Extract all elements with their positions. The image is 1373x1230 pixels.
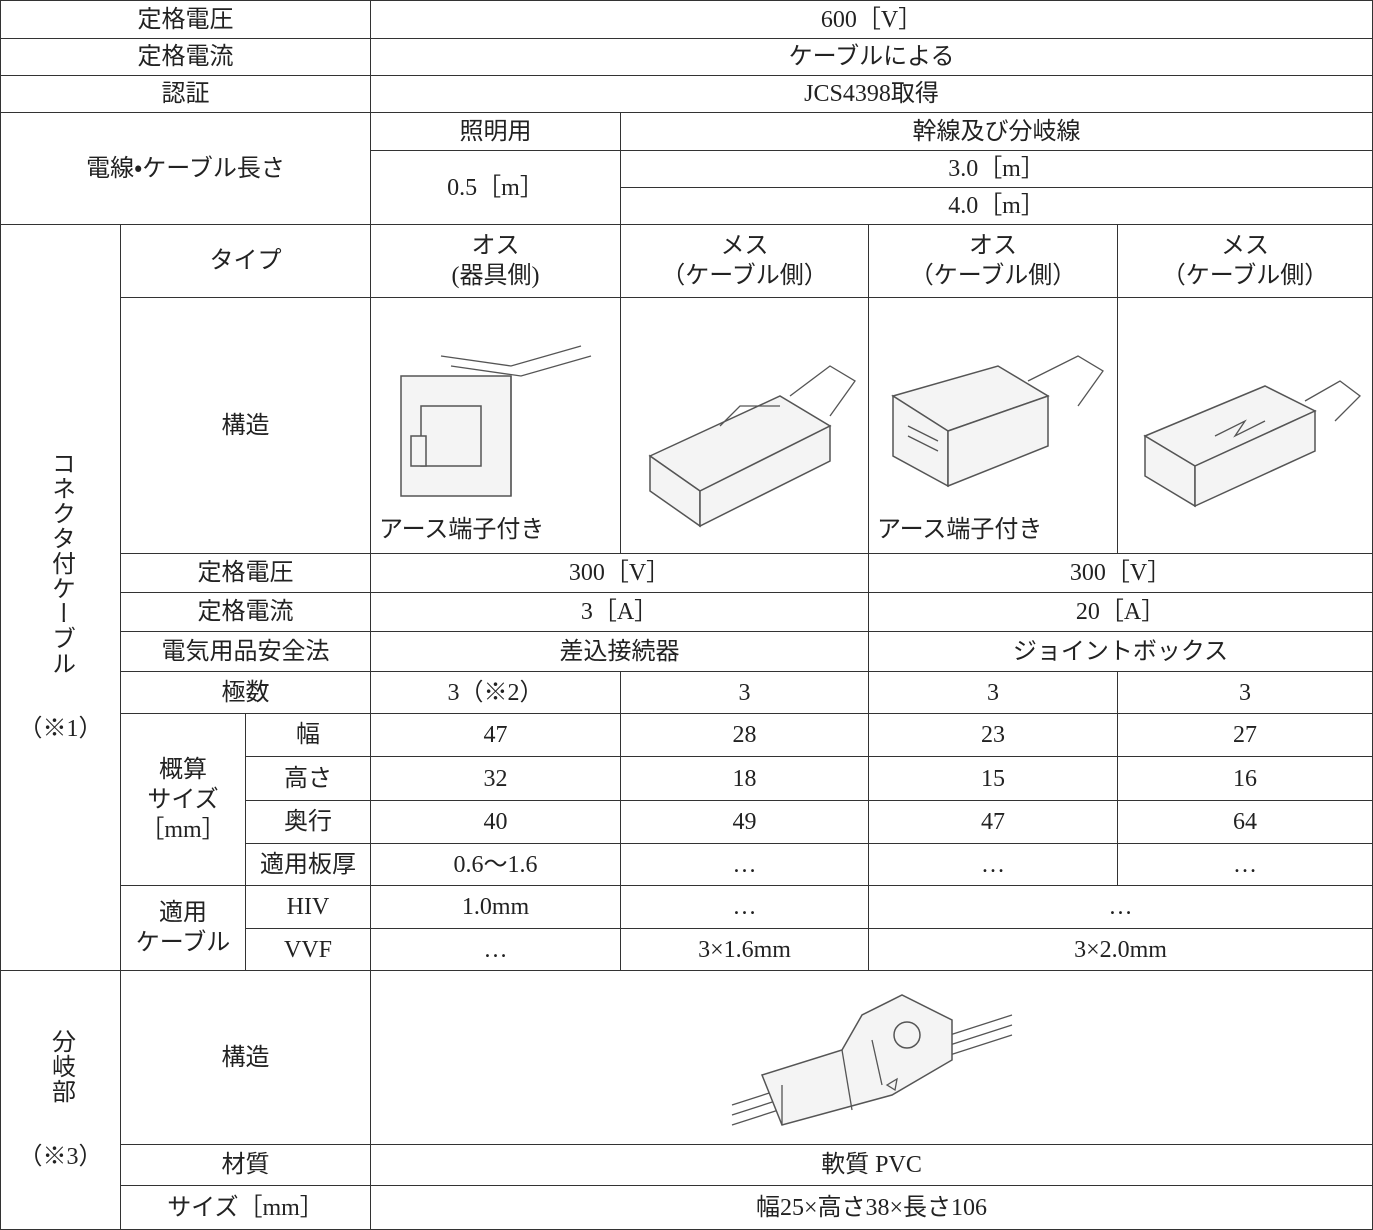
label: 適用板厚 — [244, 843, 372, 886]
label: 奥行 — [244, 800, 372, 844]
cell: … — [370, 928, 622, 971]
cell: ジョイントボックス — [868, 631, 1373, 672]
cell: 0.5［m］ — [370, 150, 622, 225]
cell: 64 — [1117, 800, 1373, 844]
cell: … — [620, 885, 870, 929]
cell: 32 — [370, 756, 622, 801]
cell: メス （ケーブル側） — [1117, 224, 1373, 298]
cell: オス (器具側) — [370, 224, 622, 298]
label: 定格電流 — [119, 592, 372, 632]
image-cell — [370, 970, 1373, 1145]
cell: 3×2.0mm — [868, 928, 1373, 971]
cell: 16 — [1117, 756, 1373, 801]
cell: 4.0［m］ — [620, 187, 1373, 225]
cell: 18 — [620, 756, 870, 801]
note: アース端子付き — [877, 517, 1043, 543]
image-cell: アース端子付き — [868, 297, 1119, 554]
label: 適用 ケーブル — [120, 885, 246, 971]
image-cell — [620, 297, 870, 554]
cell: … — [1117, 843, 1373, 886]
cell: 600［V］ — [370, 0, 1373, 39]
cell: 3 — [868, 671, 1119, 714]
cell: ケーブルによる — [370, 38, 1373, 76]
cell: 47 — [370, 713, 622, 757]
cell: 軟質 PVC — [370, 1144, 1373, 1186]
label: 定格電圧 — [0, 0, 372, 39]
note: アース端子付き — [379, 517, 545, 543]
branch-image — [731, 994, 1012, 1126]
label: 極数 — [119, 671, 372, 714]
cell: 28 — [620, 713, 870, 757]
cell: … — [868, 885, 1373, 929]
group-label: コネクタ付ケーブル （※1） — [0, 224, 121, 971]
note-label: （※1） — [18, 716, 103, 742]
cell: … — [620, 843, 870, 886]
note-label: （※3） — [18, 1143, 103, 1170]
image-cell — [1117, 297, 1373, 554]
label: タイプ — [119, 224, 372, 298]
vertical-label: コネクタ付ケーブル — [47, 451, 74, 676]
cell: 3×1.6mm — [620, 928, 870, 971]
label: 構造 — [119, 970, 372, 1145]
cell: 49 — [620, 800, 870, 844]
cell: 3［A］ — [370, 592, 870, 632]
label: 材質 — [119, 1144, 372, 1186]
cell: 照明用 — [370, 112, 622, 151]
group-label: 分岐部 （※3） — [0, 970, 121, 1230]
cell: … — [868, 843, 1119, 886]
cell: 47 — [868, 800, 1119, 844]
cell: 1.0mm — [370, 885, 622, 929]
cell: 幹線及び分岐線 — [620, 112, 1373, 151]
connector-image — [648, 364, 856, 527]
cell: 300［V］ — [868, 553, 1373, 593]
cell: 3.0［m］ — [620, 150, 1373, 188]
cell: 40 — [370, 800, 622, 844]
cell: 20［A］ — [868, 592, 1373, 632]
cell: 差込接続器 — [370, 631, 870, 672]
cell: 23 — [868, 713, 1119, 757]
cell: 3 — [1117, 671, 1373, 714]
label: HIV — [244, 885, 372, 929]
image-cell: アース端子付き — [370, 297, 622, 554]
cell: 15 — [868, 756, 1119, 801]
label: サイズ［mm］ — [119, 1185, 372, 1230]
cell: 300［V］ — [370, 553, 870, 593]
cell: 3（※2） — [370, 671, 622, 714]
label: 認証 — [0, 75, 372, 113]
connector-image — [891, 354, 1104, 487]
cell: オス （ケーブル側） — [868, 224, 1119, 298]
label: 幅 — [244, 713, 372, 757]
cell: 3 — [620, 671, 870, 714]
label: VVF — [244, 928, 372, 971]
cell: メス （ケーブル側） — [620, 224, 870, 298]
label: 電線・ケーブル長さ — [0, 112, 372, 225]
label: 高さ — [244, 756, 372, 801]
cell: JCS4398取得 — [370, 75, 1373, 113]
label: 定格電流 — [0, 38, 372, 76]
connector-image — [1143, 379, 1362, 507]
label: 電気用品安全法 — [119, 631, 372, 672]
label: 構造 — [119, 297, 372, 554]
cell: 幅25×高さ38×長さ106 — [370, 1185, 1373, 1230]
label: 定格電圧 — [119, 553, 372, 593]
cell: 27 — [1117, 713, 1373, 757]
connector-image — [399, 344, 591, 497]
label: 概算 サイズ ［mm］ — [120, 713, 246, 886]
vertical-label: 分岐部 — [47, 1028, 74, 1104]
cell: 0.6～1.6 — [370, 843, 622, 886]
